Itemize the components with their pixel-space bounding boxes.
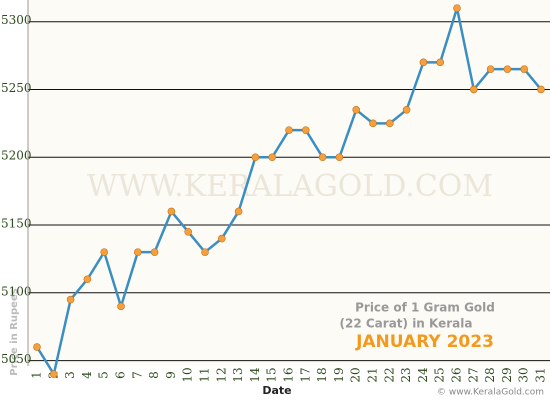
y-tick-label: 5050: [1, 352, 32, 366]
x-tick-label: 17: [298, 367, 312, 382]
point: [469, 85, 478, 94]
x-tick-label: 22: [382, 367, 396, 382]
chart-subtitle: JANUARY 2023: [355, 332, 494, 352]
x-axis-label: Date: [262, 384, 291, 397]
point: [419, 58, 428, 67]
x-tick-label: 5: [97, 371, 111, 379]
x-tick-label: 11: [198, 367, 212, 382]
x-tick-label: 25: [433, 367, 447, 382]
x-tick-label: 26: [450, 367, 464, 382]
point: [184, 228, 192, 236]
x-tick-label: 1: [30, 371, 44, 379]
point: [453, 4, 461, 12]
x-tick-label: 10: [181, 367, 195, 382]
x-tick-label: 9: [164, 371, 178, 379]
y-tick-label: 5200: [1, 149, 32, 163]
point: [150, 248, 159, 256]
x-tick-label: 14: [248, 367, 262, 383]
point: [234, 207, 243, 216]
x-tick-label: 31: [534, 367, 548, 382]
x-tick-label: 7: [130, 371, 144, 379]
x-tick-label: 4: [80, 371, 94, 379]
point: [385, 119, 394, 128]
point: [100, 248, 108, 256]
x-tick-label: 27: [466, 367, 480, 382]
point: [335, 153, 344, 162]
point: [436, 58, 445, 67]
y-tick-label: 5100: [1, 284, 32, 298]
point: [49, 370, 58, 378]
y-tick-label: 5150: [1, 217, 32, 231]
point: [537, 85, 545, 94]
x-tick-label: 3: [63, 371, 77, 379]
watermark: WWW.KERALAGOLD.COM: [87, 169, 493, 204]
credit: © www.KeralaGold.com: [437, 388, 544, 398]
chart-title: (22 Carat) in Kerala: [340, 317, 473, 331]
point: [486, 65, 495, 73]
y-tick-label: 5300: [1, 13, 32, 27]
x-tick-label: 18: [315, 367, 329, 382]
x-tick-label: 28: [483, 367, 497, 382]
x-tick-label: 8: [147, 371, 161, 379]
point: [301, 126, 310, 134]
x-tick-label: 6: [114, 371, 128, 379]
x-tick-label: 20: [349, 367, 363, 382]
point: [66, 295, 75, 304]
x-tick-label: 13: [231, 367, 245, 382]
point: [520, 65, 529, 73]
point: [201, 248, 209, 256]
point: [83, 275, 92, 284]
point: [503, 65, 512, 73]
point: [218, 234, 226, 243]
point: [352, 106, 361, 114]
x-tick-label: 24: [416, 367, 430, 383]
point: [402, 106, 411, 114]
point: [268, 153, 277, 162]
x-tick-label: 19: [332, 367, 346, 382]
x-tick-label: 15: [265, 367, 279, 382]
point: [285, 126, 293, 134]
chart-title: Price of 1 Gram Gold: [355, 301, 495, 315]
x-tick-label: 16: [282, 367, 296, 382]
y-axis-label: Price in Rupees: [9, 288, 20, 375]
y-tick-label: 5250: [1, 81, 32, 95]
point: [318, 153, 327, 162]
point: [134, 248, 142, 256]
point: [167, 207, 176, 216]
x-tick-label: 30: [517, 367, 531, 382]
point: [369, 119, 377, 128]
x-tick-label: 29: [500, 367, 514, 382]
point: [251, 153, 260, 162]
point: [117, 302, 125, 311]
point: [33, 343, 41, 351]
x-tick-label: 12: [214, 367, 228, 382]
plot-area: [28, 0, 550, 366]
x-tick-label: 21: [366, 367, 380, 382]
x-tick-label: 23: [399, 367, 413, 382]
